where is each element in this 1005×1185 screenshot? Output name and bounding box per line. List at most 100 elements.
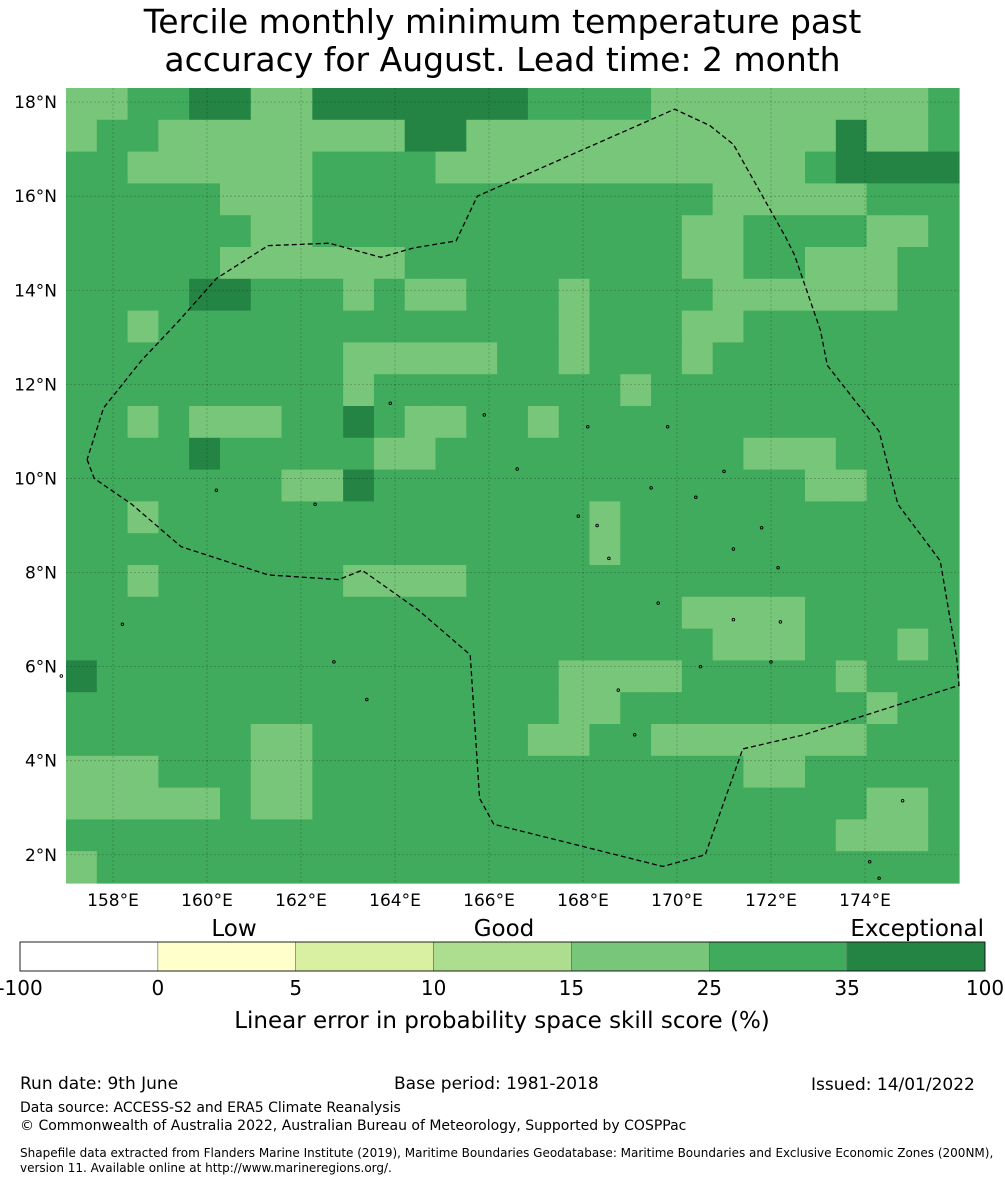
grid-cell (651, 215, 683, 248)
grid-cell (219, 724, 252, 757)
grid-cell (835, 628, 868, 661)
grid-cell (189, 596, 221, 630)
grid-cell (343, 565, 375, 598)
grid-cell (66, 406, 98, 439)
island-outline (482, 413, 487, 417)
grid-cell (343, 469, 375, 502)
grid-cell (835, 119, 868, 153)
grid-cell (866, 183, 899, 216)
grid-cell (373, 596, 406, 630)
island-outline (694, 495, 698, 500)
grid-cell (466, 787, 498, 820)
grid-cell (527, 374, 560, 407)
grid-cell (219, 374, 252, 407)
grid-cell (66, 469, 98, 502)
grid-cell (250, 851, 283, 884)
colorbar-frame (19, 941, 986, 972)
grid-cell (558, 851, 591, 884)
grid-cell (404, 151, 437, 184)
colorbar-tick-label: 5 (289, 976, 302, 1000)
grid-cell (681, 183, 714, 216)
grid-cell (712, 533, 745, 566)
grid-cell (620, 724, 652, 757)
grid-cell (66, 565, 98, 598)
grid-cell (527, 819, 560, 852)
grid-cell (805, 342, 837, 375)
grid-cell (435, 596, 467, 630)
grid-cell (620, 533, 652, 566)
lon-tick-label: 162°E (275, 891, 327, 911)
grid-cell (127, 596, 159, 630)
grid-cell (219, 278, 252, 312)
grid-cell (189, 151, 221, 184)
grid-cell (158, 724, 190, 757)
grid-cell (866, 278, 899, 312)
grid-cell (897, 469, 929, 502)
grid-cell (66, 533, 98, 566)
grid-cell (681, 755, 714, 789)
grid-cell (66, 628, 98, 661)
grid-cell (589, 755, 621, 789)
grid-cell (897, 183, 929, 216)
grid-cell (219, 692, 252, 725)
grid-cell (343, 406, 375, 439)
island-outline (698, 664, 703, 669)
grid-cell (527, 755, 560, 789)
grid-cell (866, 787, 899, 820)
grid-cell (497, 851, 529, 884)
grid-cell (250, 755, 283, 789)
grid-cell (312, 310, 344, 343)
grid-cell (66, 119, 98, 153)
grid-cell (466, 278, 498, 312)
grid-cell (466, 310, 498, 343)
grid-cell (835, 183, 868, 216)
grid-cell (466, 469, 498, 502)
lon-tick-label: 172°E (745, 891, 797, 911)
grid-cell (281, 787, 313, 820)
grid-cell (589, 215, 621, 248)
grid-cell (96, 628, 129, 661)
grid-cell (897, 596, 929, 630)
grid-cell (312, 628, 344, 661)
grid-cell (158, 501, 190, 534)
grid-cell (66, 596, 98, 630)
grid-cell (527, 119, 560, 153)
grid-cell (743, 247, 775, 280)
island-outline (214, 488, 219, 492)
grid-cell (774, 183, 806, 216)
island-outline (585, 424, 590, 429)
grid-cell (835, 469, 868, 502)
grid-cell (620, 406, 652, 439)
grid-cell (805, 278, 837, 312)
grid-cell (805, 151, 837, 184)
grid-cell (312, 151, 344, 184)
grid-cell (712, 469, 745, 502)
grid-cell (343, 310, 375, 343)
grid-cell (681, 692, 714, 725)
grid-cell (312, 724, 344, 757)
grid-cell (250, 247, 283, 280)
grid-cell (404, 342, 437, 375)
grid-cell (558, 469, 591, 502)
grid-cell (589, 851, 621, 884)
grid-cell (466, 819, 498, 852)
grid-cell (250, 215, 283, 248)
grid-cell (96, 724, 129, 757)
colorbar-segment (571, 941, 710, 972)
grid-cell (466, 374, 498, 407)
lat-tick-label: 12°N (14, 375, 57, 395)
grid-cell (928, 183, 960, 216)
grid-cell (96, 342, 129, 375)
grid-cell (435, 724, 467, 757)
grid-cell (96, 787, 129, 820)
grid-cell (651, 755, 683, 789)
grid-cell (373, 215, 406, 248)
grid-cell (527, 310, 560, 343)
grid-cell (805, 183, 837, 216)
colorbar-label: Linear error in probability space skill … (234, 1008, 770, 1034)
grid-cell (158, 628, 190, 661)
grid-cell (66, 692, 98, 725)
island-outline (576, 514, 581, 518)
grid-cell (866, 755, 899, 789)
grid-cell (805, 374, 837, 407)
